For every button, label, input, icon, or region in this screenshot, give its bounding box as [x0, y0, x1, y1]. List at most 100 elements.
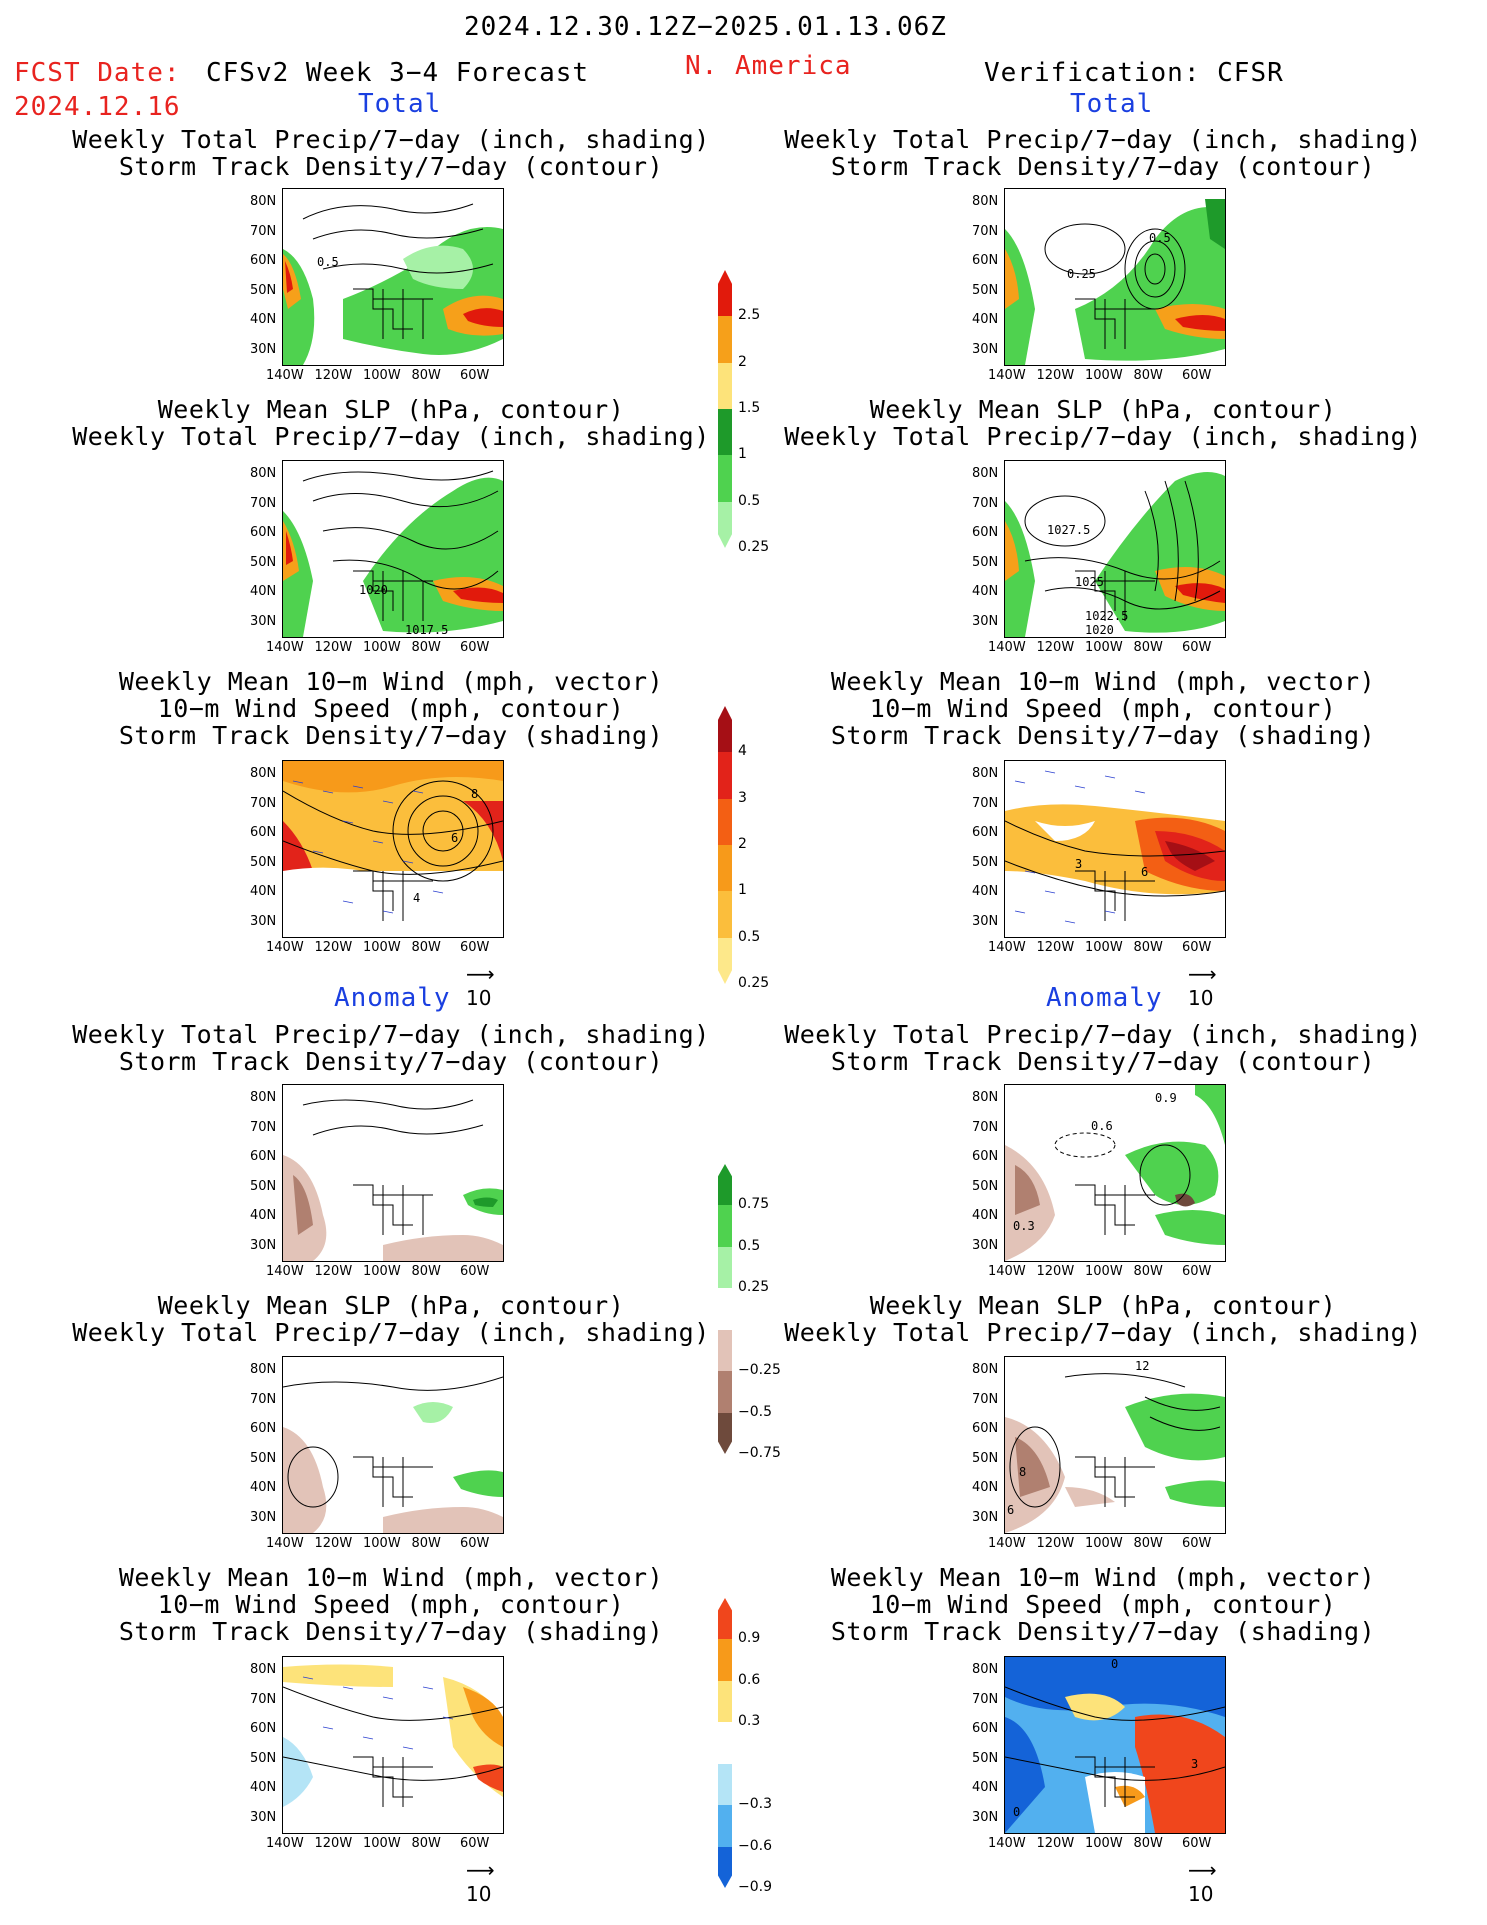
- lon-tick-label: 140W: [988, 640, 1026, 655]
- lat-tick-label: 30N: [972, 341, 999, 357]
- colorbar-tick-label: 0.5: [738, 1237, 761, 1254]
- colorbar-segment: [718, 1680, 732, 1723]
- colorbar-segment: [718, 362, 732, 409]
- lon-tick-label: 120W: [1036, 1264, 1075, 1279]
- contour-label: 3: [1191, 1757, 1199, 1771]
- colorbar-segment: [718, 1846, 732, 1888]
- lon-tick-label: 60W: [460, 1264, 490, 1279]
- lon-tick-label: 120W: [314, 1836, 353, 1851]
- lat-tick-label: 80N: [250, 766, 277, 781]
- lat-tick-label: 60N: [972, 1721, 999, 1736]
- lon-tick-label: 140W: [988, 1836, 1026, 1851]
- lon-tick-label: 140W: [988, 1536, 1026, 1551]
- lat-tick-label: 40N: [972, 1780, 999, 1795]
- lon-tick-label: 80W: [1133, 1836, 1163, 1851]
- panel-title: Weekly Total Precip/7−day (inch, shading…: [72, 1020, 710, 1076]
- lon-tick-label: 100W: [363, 1836, 401, 1851]
- section-total-forecast: Total: [358, 89, 442, 119]
- panel-title: Weekly Mean SLP (hPa, contour) Weekly Tot…: [72, 395, 710, 451]
- contour-label: 0.6: [1091, 1119, 1113, 1133]
- map-forecast-total-wind: 8 6 4: [282, 760, 504, 938]
- colorbar-segment: [718, 937, 732, 984]
- colorbar-tick-label: −0.25: [738, 1362, 781, 1379]
- lon-tick-label: 140W: [266, 940, 304, 955]
- lon-tick-label: 140W: [988, 940, 1026, 955]
- colorbar-tick-label: 2.5: [738, 307, 761, 324]
- arrow-right-icon: ⟶: [1188, 1858, 1217, 1882]
- contour-label: 8: [1019, 1465, 1027, 1479]
- lat-tick-label: 60N: [250, 1149, 277, 1164]
- colorbar-precip-anomaly: 0.75 0.5 0.25 −0.25 −0.5 −0.75: [718, 1164, 781, 1461]
- lat-tick-label: 60N: [250, 1721, 277, 1736]
- lon-tick-label: 140W: [266, 1836, 304, 1851]
- lon-tick-label: 140W: [266, 368, 304, 383]
- panel-title: Weekly Mean SLP (hPa, contour) Weekly Tot…: [72, 1291, 710, 1347]
- map-verification-anomaly-slp: 12 8 6: [1004, 1356, 1226, 1534]
- lat-tick-label: 70N: [972, 1691, 999, 1707]
- colorbar-segment: [718, 706, 732, 753]
- lat-tick-label: 30N: [972, 1509, 999, 1525]
- lat-tick-label: 80N: [250, 194, 277, 209]
- lat-tick-label: 40N: [250, 884, 277, 899]
- contour-label: 1020: [1085, 623, 1114, 637]
- lon-tick-label: 80W: [1133, 1536, 1163, 1551]
- colorbar-segment: [718, 845, 732, 892]
- map-forecast-anomaly-wind: [282, 1656, 504, 1834]
- lat-tick-label: 80N: [250, 1362, 277, 1377]
- lat-tick-label: 40N: [972, 884, 999, 899]
- lon-tick-label: 100W: [363, 1264, 401, 1279]
- colorbar-tick-label: 0.6: [738, 1671, 761, 1688]
- panel-title: Weekly Mean 10−m Wind (mph, vector) 10−m …: [830, 1563, 1376, 1646]
- contour-label: 8: [471, 787, 479, 801]
- lat-tick-label: 70N: [250, 1691, 277, 1707]
- lat-tick-label: 60N: [972, 525, 999, 540]
- colorbar-segment: [718, 891, 732, 938]
- lon-tick-label: 80W: [411, 640, 441, 655]
- panel-title: Weekly Mean 10−m Wind (mph, vector) 10−m …: [118, 1563, 664, 1646]
- colorbar-tick-label: 1: [738, 882, 747, 899]
- lat-tick-label: 70N: [250, 1391, 277, 1407]
- map-forecast-anomaly-slp: [282, 1356, 504, 1534]
- colorbar-tick-label: 0.25: [738, 975, 770, 991]
- fcst-date-label: FCST Date:: [14, 58, 181, 88]
- verification-title: Verification: CFSR: [984, 58, 1284, 88]
- lat-tick-label: 50N: [972, 282, 999, 298]
- contour-label: 1022.5: [1085, 609, 1129, 623]
- contour-label: 6: [1141, 865, 1149, 879]
- vector-reference: ⟶ 10: [466, 962, 495, 1010]
- contour-label: 0.3: [1013, 1219, 1035, 1233]
- lat-tick-label: 80N: [972, 1662, 999, 1677]
- region-title: N. America: [685, 51, 852, 81]
- lon-tick-label: 100W: [1085, 1536, 1123, 1551]
- colorbar-precip-total: 2.5 2 1.5 1 0.5 0.25: [718, 270, 769, 555]
- colorbar-tick-label: −0.3: [738, 1796, 772, 1813]
- colorbar-tick-label: −0.6: [738, 1837, 772, 1854]
- panel-title: Weekly Total Precip/7−day (inch, shading…: [784, 125, 1422, 181]
- contour-label: 1020: [359, 583, 388, 597]
- colorbar-segment: [718, 455, 732, 502]
- lon-tick-label: 140W: [266, 640, 304, 655]
- contour-label: 6: [1007, 1503, 1015, 1517]
- lon-tick-label: 80W: [411, 1836, 441, 1851]
- lat-tick-label: 80N: [972, 766, 999, 781]
- lat-tick-label: 70N: [250, 1119, 277, 1135]
- lat-tick-label: 50N: [972, 854, 999, 870]
- contour-label: 0: [1013, 1805, 1021, 1819]
- lat-tick-label: 40N: [250, 1780, 277, 1795]
- colorbar-tick-label: 4: [738, 743, 747, 760]
- lat-tick-label: 50N: [250, 282, 277, 298]
- lon-tick-label: 60W: [460, 940, 490, 955]
- lon-tick-label: 60W: [1182, 1836, 1212, 1851]
- colorbar-tick-label: 2: [738, 836, 747, 852]
- colorbar-segment: [718, 501, 732, 548]
- map-verification-total-precip: 0.5 0.25: [1004, 188, 1226, 366]
- lat-tick-label: 60N: [250, 1421, 277, 1436]
- colorbar-segment: [718, 316, 732, 363]
- lon-tick-label: 100W: [1085, 1836, 1123, 1851]
- lat-tick-label: 30N: [250, 341, 277, 357]
- lat-tick-label: 70N: [972, 1391, 999, 1407]
- panel-title: Weekly Mean 10−m Wind (mph, vector) 10−m …: [118, 667, 664, 750]
- colorbar-segment: [718, 1722, 732, 1764]
- lon-tick-label: 60W: [1182, 640, 1212, 655]
- contour-label: 0.9: [1155, 1091, 1177, 1105]
